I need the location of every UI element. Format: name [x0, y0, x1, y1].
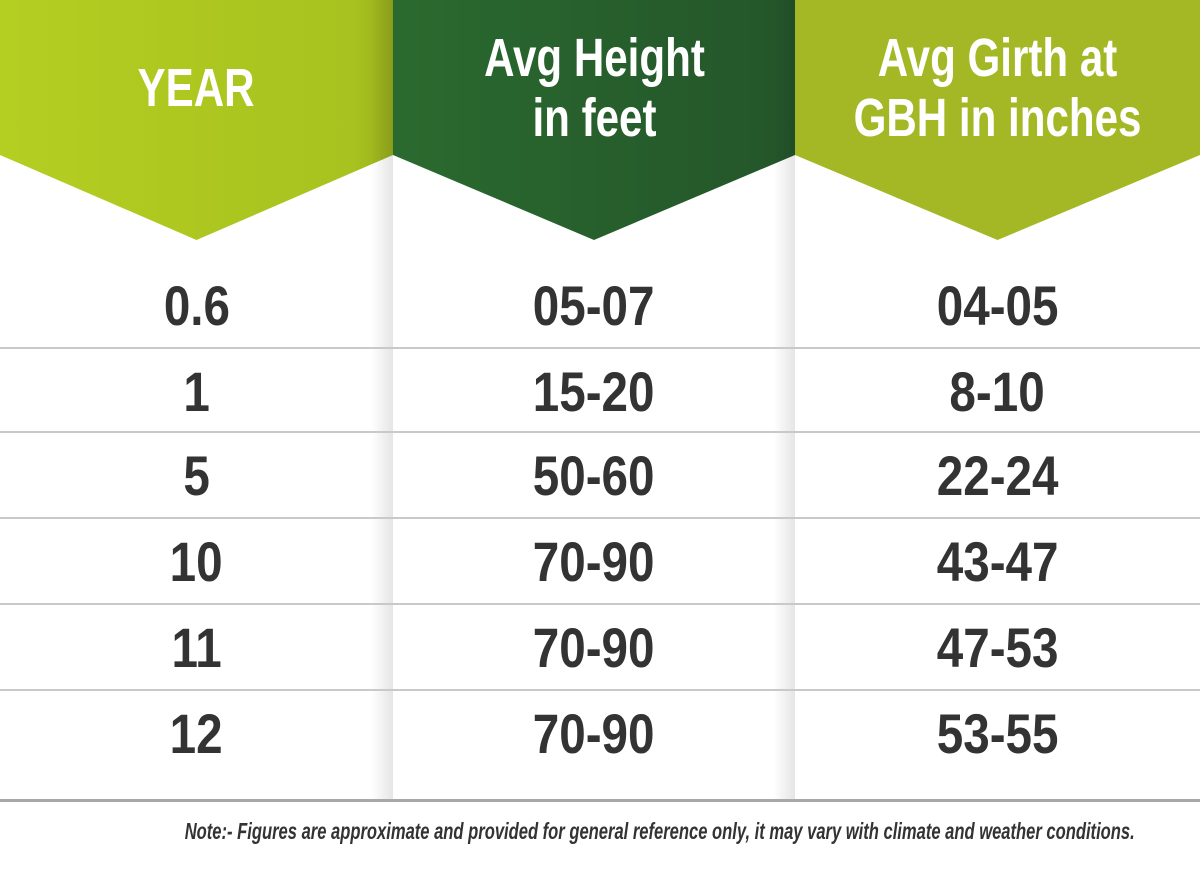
cell-value: 5 — [183, 443, 210, 507]
cell-value: 70-90 — [533, 615, 655, 679]
height-cell: 70-90 — [393, 518, 795, 604]
footnote: Note:- Figures are approximate and provi… — [0, 818, 1200, 845]
cell-value: 22-24 — [936, 443, 1059, 507]
girth-cell: 22-24 — [795, 432, 1200, 518]
table-row: 11 70-90 47-53 — [0, 604, 1200, 690]
cell-value: 47-53 — [936, 615, 1059, 679]
year-column: YEAR — [0, 0, 393, 800]
girth-cell: 8-10 — [795, 348, 1200, 434]
height-cell: 50-60 — [393, 432, 795, 518]
table-row: 0.6 05-07 04-05 — [0, 262, 1200, 348]
girth-column: Avg Girth at GBH in inches — [795, 0, 1200, 800]
height-header-label: Avg Height in feet — [483, 27, 705, 148]
row-divider — [0, 431, 1200, 433]
cell-value: 15-20 — [533, 359, 655, 423]
girth-header-label: Avg Girth at GBH in inches — [853, 27, 1142, 148]
cell-value: 11 — [171, 615, 222, 679]
height-header: Avg Height in feet — [393, 0, 795, 240]
girth-cell: 43-47 — [795, 518, 1200, 604]
height-column: Avg Height in feet — [393, 0, 795, 800]
table-row: 12 70-90 53-55 — [0, 690, 1200, 776]
cell-value: 0.6 — [163, 273, 230, 337]
row-divider — [0, 517, 1200, 519]
cell-value: 12 — [170, 701, 223, 765]
year-header: YEAR — [0, 0, 393, 240]
girth-header: Avg Girth at GBH in inches — [795, 0, 1200, 240]
girth-cell: 04-05 — [795, 262, 1200, 348]
cell-value: 70-90 — [533, 701, 655, 765]
cell-value: 05-07 — [533, 273, 655, 337]
cell-value: 43-47 — [936, 529, 1059, 593]
height-cell: 05-07 — [393, 262, 795, 348]
year-cell: 5 — [0, 432, 393, 518]
year-cell: 0.6 — [0, 262, 393, 348]
row-divider — [0, 689, 1200, 691]
height-cell: 70-90 — [393, 604, 795, 690]
girth-cell: 47-53 — [795, 604, 1200, 690]
row-divider — [0, 347, 1200, 349]
height-cell: 70-90 — [393, 690, 795, 776]
girth-cell: 53-55 — [795, 690, 1200, 776]
height-cell: 15-20 — [393, 348, 795, 434]
table-bottom-border — [0, 799, 1200, 802]
table-row: 1 15-20 8-10 — [0, 348, 1200, 434]
row-divider — [0, 603, 1200, 605]
cell-value: 53-55 — [936, 701, 1059, 765]
column-shadow — [371, 0, 393, 800]
column-shadow — [773, 0, 795, 800]
cell-value: 8-10 — [949, 359, 1046, 423]
cell-value: 10 — [170, 529, 223, 593]
cell-value: 70-90 — [533, 529, 655, 593]
cell-value: 04-05 — [936, 273, 1059, 337]
year-cell: 11 — [0, 604, 393, 690]
footnote-text: Note:- Figures are approximate and provi… — [184, 818, 1135, 844]
year-cell: 1 — [0, 348, 393, 434]
year-cell: 12 — [0, 690, 393, 776]
table-row: 5 50-60 22-24 — [0, 432, 1200, 518]
cell-value: 1 — [183, 359, 210, 423]
year-cell: 10 — [0, 518, 393, 604]
cell-value: 50-60 — [533, 443, 655, 507]
year-header-label: YEAR — [137, 57, 256, 118]
table-row: 10 70-90 43-47 — [0, 518, 1200, 604]
